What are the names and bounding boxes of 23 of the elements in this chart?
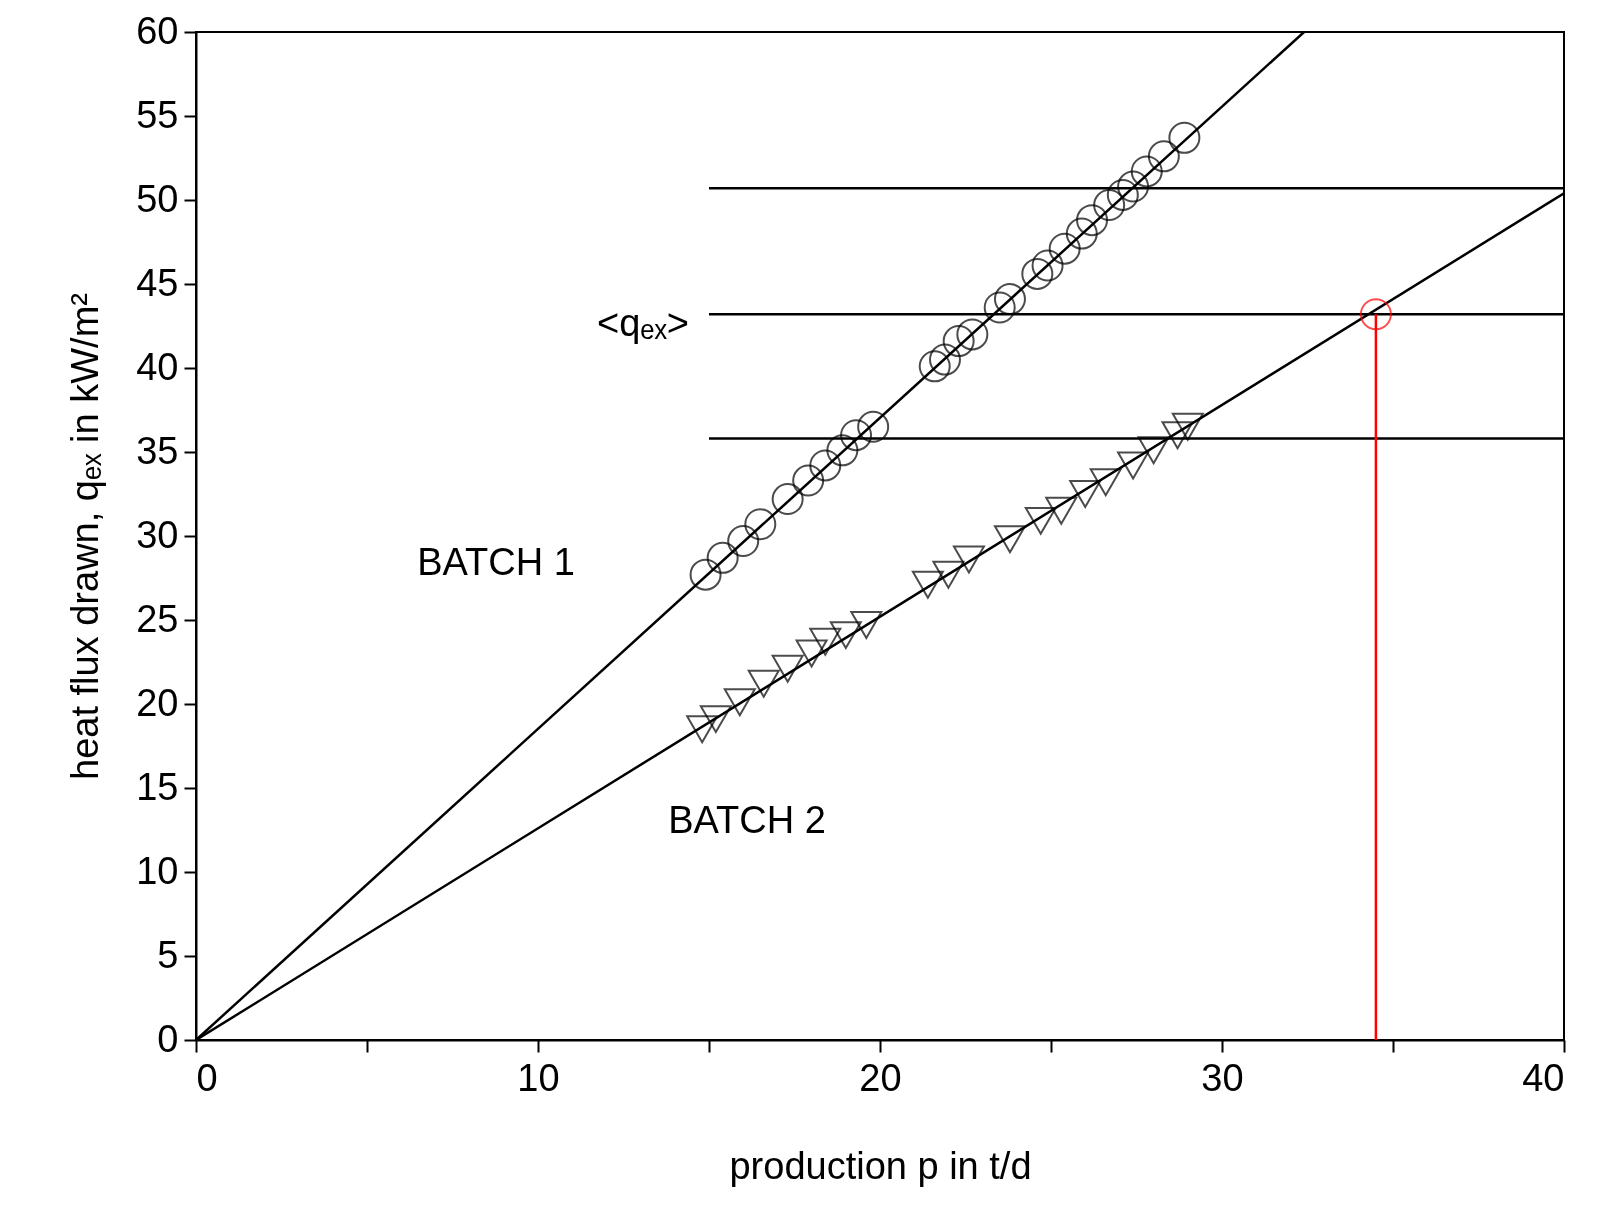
y-tick-label: 40 bbox=[136, 345, 179, 388]
y-tick-label: 0 bbox=[157, 1017, 179, 1060]
y-tick-label: 5 bbox=[157, 933, 179, 976]
y-tick-label: 55 bbox=[136, 93, 179, 136]
x-tick-label: 30 bbox=[1201, 1056, 1244, 1099]
annotation: <qₑₓ> bbox=[596, 302, 690, 344]
y-tick-label: 10 bbox=[136, 849, 179, 892]
annotation: BATCH 1 bbox=[417, 541, 575, 583]
annotation: BATCH 2 bbox=[668, 799, 826, 841]
y-tick-label: 30 bbox=[136, 513, 179, 556]
x-axis-title: production p in t/d bbox=[729, 1144, 1032, 1187]
y-tick-label: 35 bbox=[136, 429, 179, 472]
y-tick-label: 20 bbox=[136, 681, 179, 724]
y-tick-label: 50 bbox=[136, 177, 179, 220]
x-tick-label: 10 bbox=[517, 1056, 560, 1099]
y-tick-label: 15 bbox=[136, 765, 179, 808]
y-tick-label: 60 bbox=[136, 9, 179, 52]
y-axis-title: heat flux drawn, qₑₓ in kW/m² bbox=[64, 293, 107, 780]
y-tick-label: 25 bbox=[136, 597, 179, 640]
x-tick-label: 20 bbox=[859, 1056, 902, 1099]
x-tick-label: 0 bbox=[196, 1056, 218, 1099]
y-tick-label: 45 bbox=[136, 261, 179, 304]
x-tick-label: 40 bbox=[1522, 1056, 1565, 1099]
